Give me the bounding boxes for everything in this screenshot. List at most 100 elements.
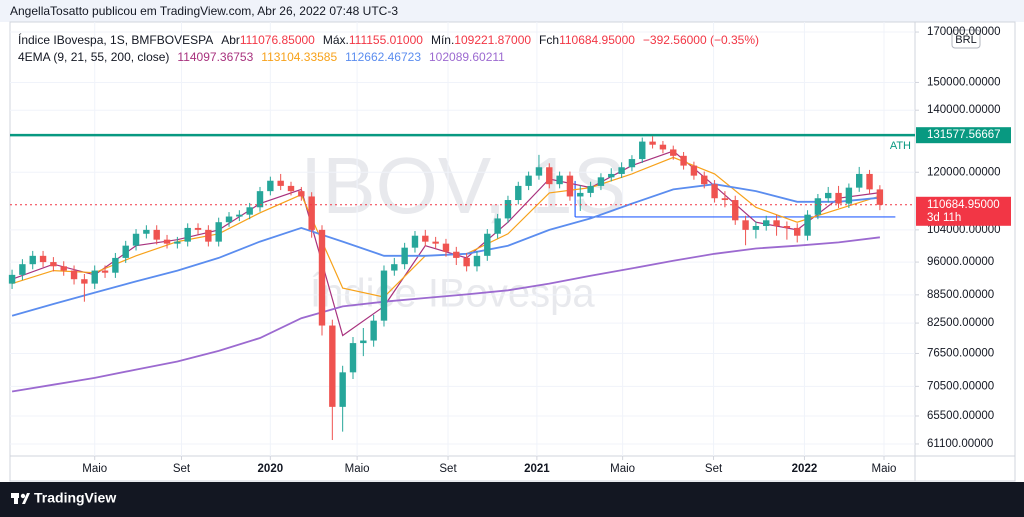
stat-value: 111155.01000 bbox=[349, 33, 423, 47]
x-tick-label: Maio bbox=[82, 463, 107, 475]
candle-body bbox=[122, 245, 129, 258]
candle-body bbox=[101, 270, 109, 273]
candle-body bbox=[442, 243, 450, 252]
candle-body bbox=[866, 173, 873, 190]
logo-shape bbox=[20, 493, 26, 499]
y-tick-label: 140000.00000 bbox=[927, 104, 1001, 116]
candle-body bbox=[163, 239, 171, 244]
candle-body bbox=[349, 343, 357, 373]
ema-line bbox=[11, 236, 881, 393]
stat-label: Mín. bbox=[431, 33, 454, 47]
candle-body bbox=[618, 167, 625, 174]
y-tick-label: 61100.00000 bbox=[927, 438, 993, 450]
candle-body bbox=[742, 220, 749, 230]
candle-body bbox=[287, 185, 295, 192]
plot bbox=[8, 22, 915, 456]
candle-body bbox=[608, 173, 615, 178]
stat-value: 109221.87000 bbox=[454, 33, 531, 47]
candle-body bbox=[484, 233, 491, 256]
candle-body bbox=[814, 198, 822, 215]
candle-body bbox=[670, 149, 677, 156]
candle-body bbox=[132, 233, 140, 246]
candle-body bbox=[153, 229, 160, 240]
candle-body bbox=[783, 226, 791, 228]
y-tick-label: 170000.00000 bbox=[927, 26, 1001, 38]
candle-body bbox=[711, 184, 718, 199]
watermark-subtitle: Índice IBovespa bbox=[310, 271, 595, 316]
byline: AngellaTosatto publicou em TradingView.c… bbox=[10, 4, 398, 18]
candle-body bbox=[380, 270, 388, 321]
currency: BRL bbox=[955, 34, 976, 46]
candle-body bbox=[318, 229, 326, 326]
y-tick-label: 120000.00000 bbox=[927, 166, 1001, 178]
candle-body bbox=[680, 155, 687, 166]
x-tick-label: Set bbox=[173, 463, 191, 475]
candle-body bbox=[360, 340, 367, 344]
candle-body bbox=[267, 180, 274, 192]
stat-value: 110684.95000 bbox=[559, 33, 635, 47]
candle-body bbox=[515, 185, 522, 201]
y-tick-label: 76500.00000 bbox=[927, 348, 994, 360]
candle-body bbox=[70, 270, 78, 280]
y-tick-label: 88500.00000 bbox=[927, 289, 994, 301]
candle-body bbox=[432, 241, 439, 244]
candle-body bbox=[112, 257, 119, 273]
candle-body bbox=[422, 235, 429, 242]
candle-body bbox=[546, 167, 553, 185]
candle-body bbox=[577, 192, 584, 197]
candle-body bbox=[236, 214, 243, 217]
candle-body bbox=[81, 279, 88, 284]
candle-body bbox=[473, 255, 481, 267]
candle-body bbox=[835, 192, 842, 204]
logo-shape bbox=[22, 493, 30, 504]
footer-bar bbox=[0, 482, 1024, 517]
stat-label: Abr bbox=[221, 33, 240, 47]
candle-body bbox=[525, 175, 532, 186]
candle-body bbox=[194, 227, 202, 230]
candle-body bbox=[246, 207, 253, 215]
candle-body bbox=[60, 266, 67, 271]
candle-body bbox=[184, 227, 191, 242]
change: −392.56000 (−0.35%) bbox=[643, 33, 759, 47]
y-tick-label: 70500.00000 bbox=[927, 380, 994, 392]
candle-body bbox=[174, 241, 181, 244]
candle-body bbox=[597, 177, 605, 186]
candle-body bbox=[752, 226, 760, 230]
frame bbox=[9, 21, 1016, 482]
candle-body bbox=[845, 187, 853, 204]
candle-body bbox=[659, 144, 667, 150]
x-tick-label: Set bbox=[439, 463, 457, 475]
candle-body bbox=[277, 180, 284, 186]
legend-title: Índice IBovespa, 1S, BMFBOVESPA bbox=[18, 32, 213, 47]
candle-body bbox=[628, 159, 636, 168]
ath-price-box bbox=[916, 127, 1011, 144]
ath-price-label: 131577.56667 bbox=[927, 129, 1001, 141]
footer-logo: TradingView bbox=[11, 490, 116, 506]
candle-body bbox=[339, 372, 346, 407]
candle-body bbox=[690, 165, 698, 176]
candle-body bbox=[535, 167, 543, 176]
candle-body bbox=[763, 220, 770, 227]
candle-body bbox=[732, 200, 739, 221]
x-tick-label: 2021 bbox=[524, 463, 550, 475]
last-price-label: 110684.95000 bbox=[927, 199, 1000, 211]
candle-body bbox=[639, 141, 646, 160]
candle-body bbox=[494, 218, 501, 234]
candle-body bbox=[463, 257, 470, 267]
stat-label: Máx. bbox=[323, 33, 349, 47]
candle-body bbox=[329, 325, 336, 407]
candle-body bbox=[649, 141, 656, 145]
candle-body bbox=[29, 255, 36, 265]
ath-text: ATH bbox=[890, 140, 911, 152]
x-tick-label: Maio bbox=[610, 463, 635, 475]
indicator-value: 112662.46723 bbox=[345, 50, 421, 64]
indicator-title: 4EMA (9, 21, 55, 200, close) bbox=[18, 50, 169, 64]
candle-body bbox=[504, 200, 512, 219]
candle-body bbox=[91, 270, 98, 284]
candle-body bbox=[50, 262, 57, 267]
candle-body bbox=[876, 189, 884, 205]
top-bar bbox=[0, 0, 1024, 22]
y-tick-label: 65500.00000 bbox=[927, 410, 994, 422]
x-tick-label: 2020 bbox=[258, 463, 284, 475]
